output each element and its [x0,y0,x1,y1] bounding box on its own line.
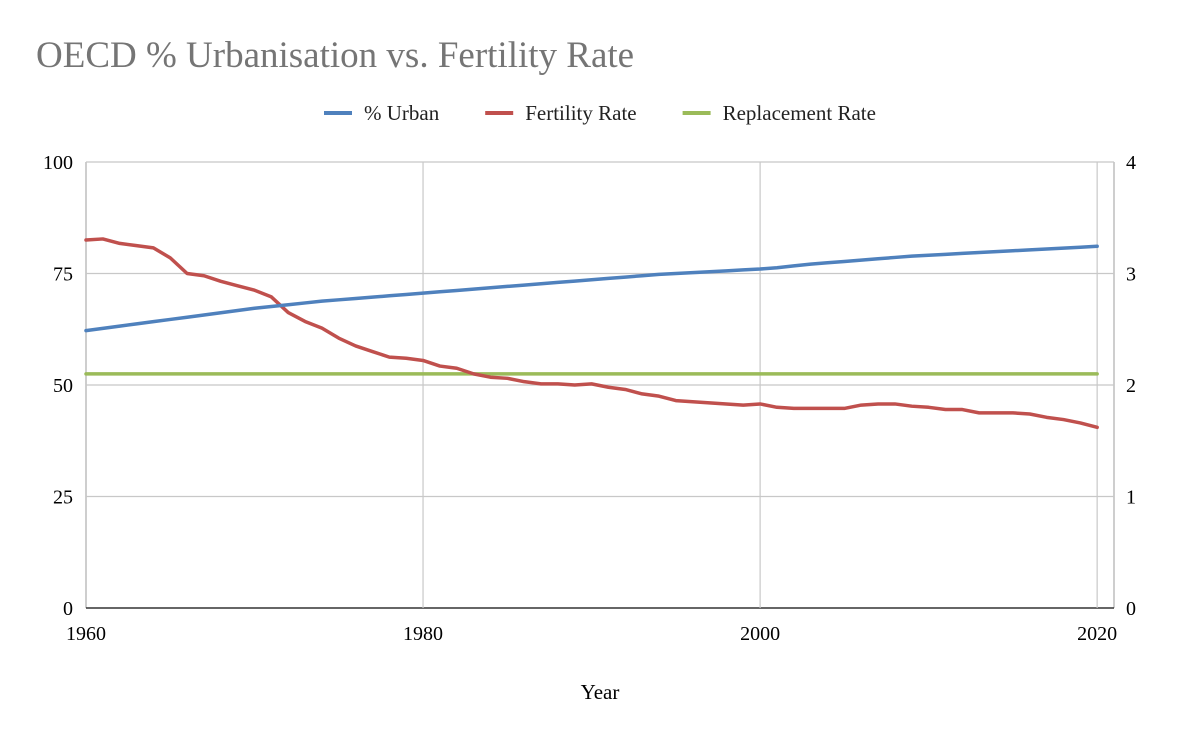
legend: % Urban Fertility Rate Replacement Rate [324,101,876,125]
y-tick-label: 75 [53,264,73,286]
y-tick-label: 100 [43,152,73,174]
x-tick-label: 1960 [66,623,106,645]
grid-layer [85,161,1115,609]
legend-label: Replacement Rate [723,101,876,125]
chart-title: OECD % Urbanisation vs. Fertility Rate [36,35,635,76]
y2-tick-label: 2 [1126,375,1136,397]
series-layer [84,237,1099,430]
y2-tick-label: 0 [1126,598,1136,620]
y2-tick-label: 3 [1126,264,1136,286]
axis-layer: 0 25 50 75 100 0 1 2 3 4 1960 1980 2000 2020 [43,152,1136,645]
legend-item: Replacement Rate [682,101,876,125]
legend-label: Fertility Rate [525,101,636,125]
series-line-urban [84,244,1099,333]
legend-item: % Urban [324,101,440,125]
legend-label: % Urban [364,101,440,125]
x-tick-label: 2020 [1077,623,1117,645]
x-tick-label: 2000 [740,623,780,645]
y2-tick-label: 1 [1126,487,1136,509]
legend-item: Fertility Rate [485,101,637,125]
series-line-fertility-rate [84,237,1099,430]
x-axis-title: Year [581,680,620,704]
x-tick-label: 1980 [403,623,443,645]
y-tick-label: 25 [53,487,73,509]
y-tick-label: 0 [63,598,73,620]
y-tick-label: 50 [53,375,73,397]
y2-tick-label: 4 [1126,152,1136,174]
